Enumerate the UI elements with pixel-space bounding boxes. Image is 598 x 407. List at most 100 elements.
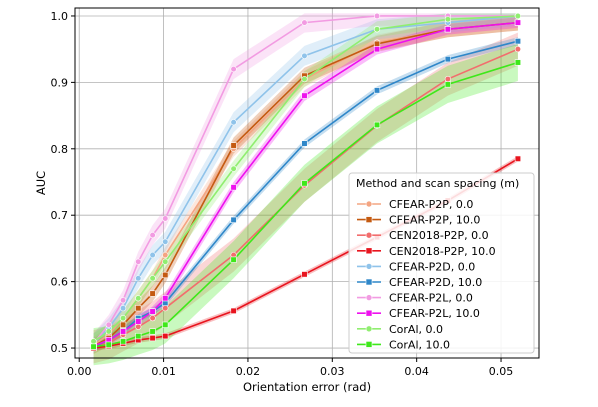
data-point [135, 323, 142, 330]
x-tick-label: 0.05 [489, 365, 514, 378]
legend-marker [365, 216, 373, 223]
series-band [93, 43, 518, 366]
legend-label: CFEAR-P2L, 0.0 [389, 292, 473, 305]
y-tick-label: 0.5 [51, 342, 69, 355]
data-point [514, 46, 522, 53]
data-point [149, 328, 156, 335]
y-axis-ticks: 0.5 0.6 0.7 0.8 0.9 1.0 [51, 10, 75, 355]
legend-item: CEN2018-P2P, 10.0 [357, 245, 496, 258]
data-point [162, 258, 169, 265]
data-point [514, 12, 522, 20]
data-point [135, 275, 142, 282]
data-point [514, 59, 522, 66]
data-point [119, 338, 127, 345]
data-point [373, 40, 381, 47]
legend-items: CFEAR-P2P, 0.0 CFEAR-P2P, 10.0 CEN2018-P2P… [357, 198, 496, 351]
data-point [135, 305, 142, 312]
legend-item: CFEAR-P2D, 0.0 [357, 260, 475, 273]
legend-marker [365, 263, 373, 270]
data-point [119, 321, 127, 328]
data-point [149, 334, 156, 342]
y-tick-label: 0.8 [51, 143, 69, 156]
x-tick-label: 0.01 [151, 365, 176, 378]
legend-marker [365, 200, 373, 208]
data-point [105, 341, 112, 348]
legend-label: CFEAR-P2L, 10.0 [389, 307, 480, 320]
data-point [149, 251, 156, 259]
legend-item: CFEAR-P2L, 10.0 [357, 307, 480, 320]
legend-item: CFEAR-P2P, 0.0 [357, 198, 473, 211]
data-point [149, 290, 156, 297]
data-point [373, 12, 381, 20]
x-axis-label: Orientation error (rad) [243, 380, 371, 394]
y-tick-label: 0.7 [51, 209, 69, 222]
data-point [149, 232, 156, 239]
data-point [135, 295, 142, 302]
data-point [230, 66, 237, 73]
data-point [119, 305, 127, 312]
legend-marker [365, 309, 373, 317]
data-point [149, 308, 156, 315]
data-point [373, 87, 381, 94]
data-point [230, 307, 237, 314]
legend-item: CEN2018-P2P, 0.0 [357, 229, 489, 242]
data-point [514, 38, 522, 45]
legend: Method and scan spacing (m) CFEAR-P2P, 0… [348, 172, 535, 354]
data-point [230, 184, 237, 191]
data-point [162, 251, 169, 259]
data-point [444, 16, 451, 23]
data-point [230, 256, 237, 263]
legend-label: CorAl, 10.0 [389, 338, 450, 351]
legend-item: CFEAR-P2P, 10.0 [357, 214, 480, 227]
data-point [373, 26, 381, 33]
data-point [373, 121, 381, 128]
data-point [135, 332, 142, 340]
legend-label: CFEAR-P2D, 10.0 [389, 276, 482, 289]
x-tick-label: 0.04 [404, 365, 429, 378]
data-point [230, 216, 237, 223]
data-point [444, 26, 451, 33]
series-band [93, 13, 518, 354]
data-point [514, 155, 522, 162]
data-point [301, 271, 308, 278]
legend-label: CorAl, 0.0 [389, 323, 443, 336]
y-axis-label: AUC [34, 171, 48, 195]
legend-marker [365, 325, 373, 333]
legend-box [348, 172, 535, 354]
x-tick-label: 0.03 [320, 365, 345, 378]
legend-item: CorAl, 0.0 [357, 323, 443, 336]
legend-marker [365, 231, 373, 239]
data-point [162, 215, 169, 222]
data-point [90, 343, 97, 350]
data-point [514, 19, 522, 26]
x-tick-label: 0.02 [236, 365, 261, 378]
data-point [149, 315, 156, 322]
data-point [301, 19, 308, 26]
legend-label: CFEAR-P2P, 10.0 [389, 214, 480, 227]
data-point [119, 328, 127, 335]
legend-marker [365, 294, 373, 301]
legend-marker [365, 247, 373, 255]
data-point [105, 321, 112, 328]
data-point [230, 119, 237, 126]
series-band [93, 14, 518, 353]
data-point [135, 258, 142, 265]
data-point [444, 75, 451, 83]
legend-label: CEN2018-P2P, 10.0 [389, 245, 496, 258]
legend-title: Method and scan spacing (m) [356, 177, 519, 190]
data-point [162, 238, 169, 245]
legend-marker [365, 278, 373, 286]
data-point [301, 52, 308, 59]
data-point [162, 321, 169, 328]
data-point [162, 332, 169, 340]
x-tick-label: 0.00 [67, 365, 92, 378]
y-tick-label: 0.9 [51, 76, 69, 89]
data-point [301, 92, 308, 99]
data-point [444, 56, 451, 63]
legend-item: CorAl, 10.0 [357, 338, 450, 351]
data-point [301, 75, 308, 83]
data-point [230, 165, 237, 172]
data-point [119, 315, 127, 322]
legend-label: CEN2018-P2P, 0.0 [389, 229, 489, 242]
